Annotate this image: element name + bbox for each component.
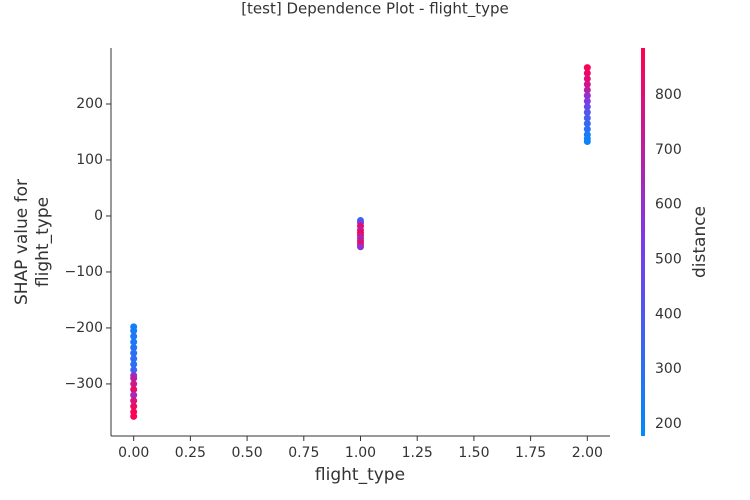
point <box>583 97 591 105</box>
y-tick-label: 200 <box>76 96 103 112</box>
x-tick-label: 1.50 <box>458 445 489 461</box>
point <box>583 86 591 94</box>
colorbar <box>641 48 645 436</box>
point <box>583 69 591 77</box>
x-tick-label: 1.00 <box>345 445 376 461</box>
x-tick-label: 1.75 <box>515 445 546 461</box>
colorbar-tick-label: 600 <box>655 197 682 213</box>
x-axis-label: flight_type <box>315 465 405 485</box>
colorbar-tick-label: 400 <box>655 306 682 322</box>
point <box>130 349 138 357</box>
colorbar-tick-label: 700 <box>655 142 682 158</box>
point <box>130 374 138 382</box>
point <box>130 412 138 420</box>
point <box>357 243 364 251</box>
x-tick-label: 0.25 <box>175 445 206 461</box>
point <box>130 397 138 405</box>
y-tick-label: 0 <box>94 208 103 224</box>
point <box>130 332 138 340</box>
point <box>583 103 591 111</box>
point <box>583 80 591 88</box>
point <box>130 360 138 368</box>
x-tick-label: 0.00 <box>118 445 149 461</box>
colorbar-tick-label: 300 <box>655 361 682 377</box>
colorbar-tick-label: 500 <box>655 252 682 268</box>
point <box>130 391 138 399</box>
point <box>583 114 591 122</box>
point <box>583 108 591 116</box>
point <box>130 327 138 335</box>
point <box>130 344 138 352</box>
y-axis-label: SHAP value for flight_type <box>12 179 53 305</box>
colorbar-label-group: distance <box>690 206 710 278</box>
point <box>583 125 591 133</box>
point <box>130 366 138 374</box>
point <box>130 380 138 388</box>
x-tick-label: 0.75 <box>288 445 319 461</box>
chart-title: [test] Dependence Plot - flight_type <box>241 0 509 19</box>
colorbar-tick-label: 800 <box>655 87 682 103</box>
point <box>583 64 591 72</box>
y-axis-label-line: flight_type <box>33 197 53 287</box>
y-axis-label-line: SHAP value for <box>12 179 32 305</box>
point <box>130 386 138 394</box>
colorbar-tick-label: 200 <box>655 416 682 432</box>
x-tick-label: 2.00 <box>572 445 603 461</box>
point <box>583 75 591 83</box>
point <box>583 138 591 146</box>
colorbar-label: distance <box>690 206 710 278</box>
x-tick-label: 1.25 <box>402 445 433 461</box>
y-tick-label: 100 <box>76 152 103 168</box>
point <box>130 355 138 363</box>
y-tick-label: −300 <box>65 376 103 392</box>
point <box>583 92 591 100</box>
x-tick-label: 0.50 <box>232 445 263 461</box>
point <box>583 120 591 128</box>
y-tick-label: −200 <box>65 320 103 336</box>
y-tick-label: −100 <box>65 264 103 280</box>
point <box>130 402 138 410</box>
point <box>130 338 138 346</box>
